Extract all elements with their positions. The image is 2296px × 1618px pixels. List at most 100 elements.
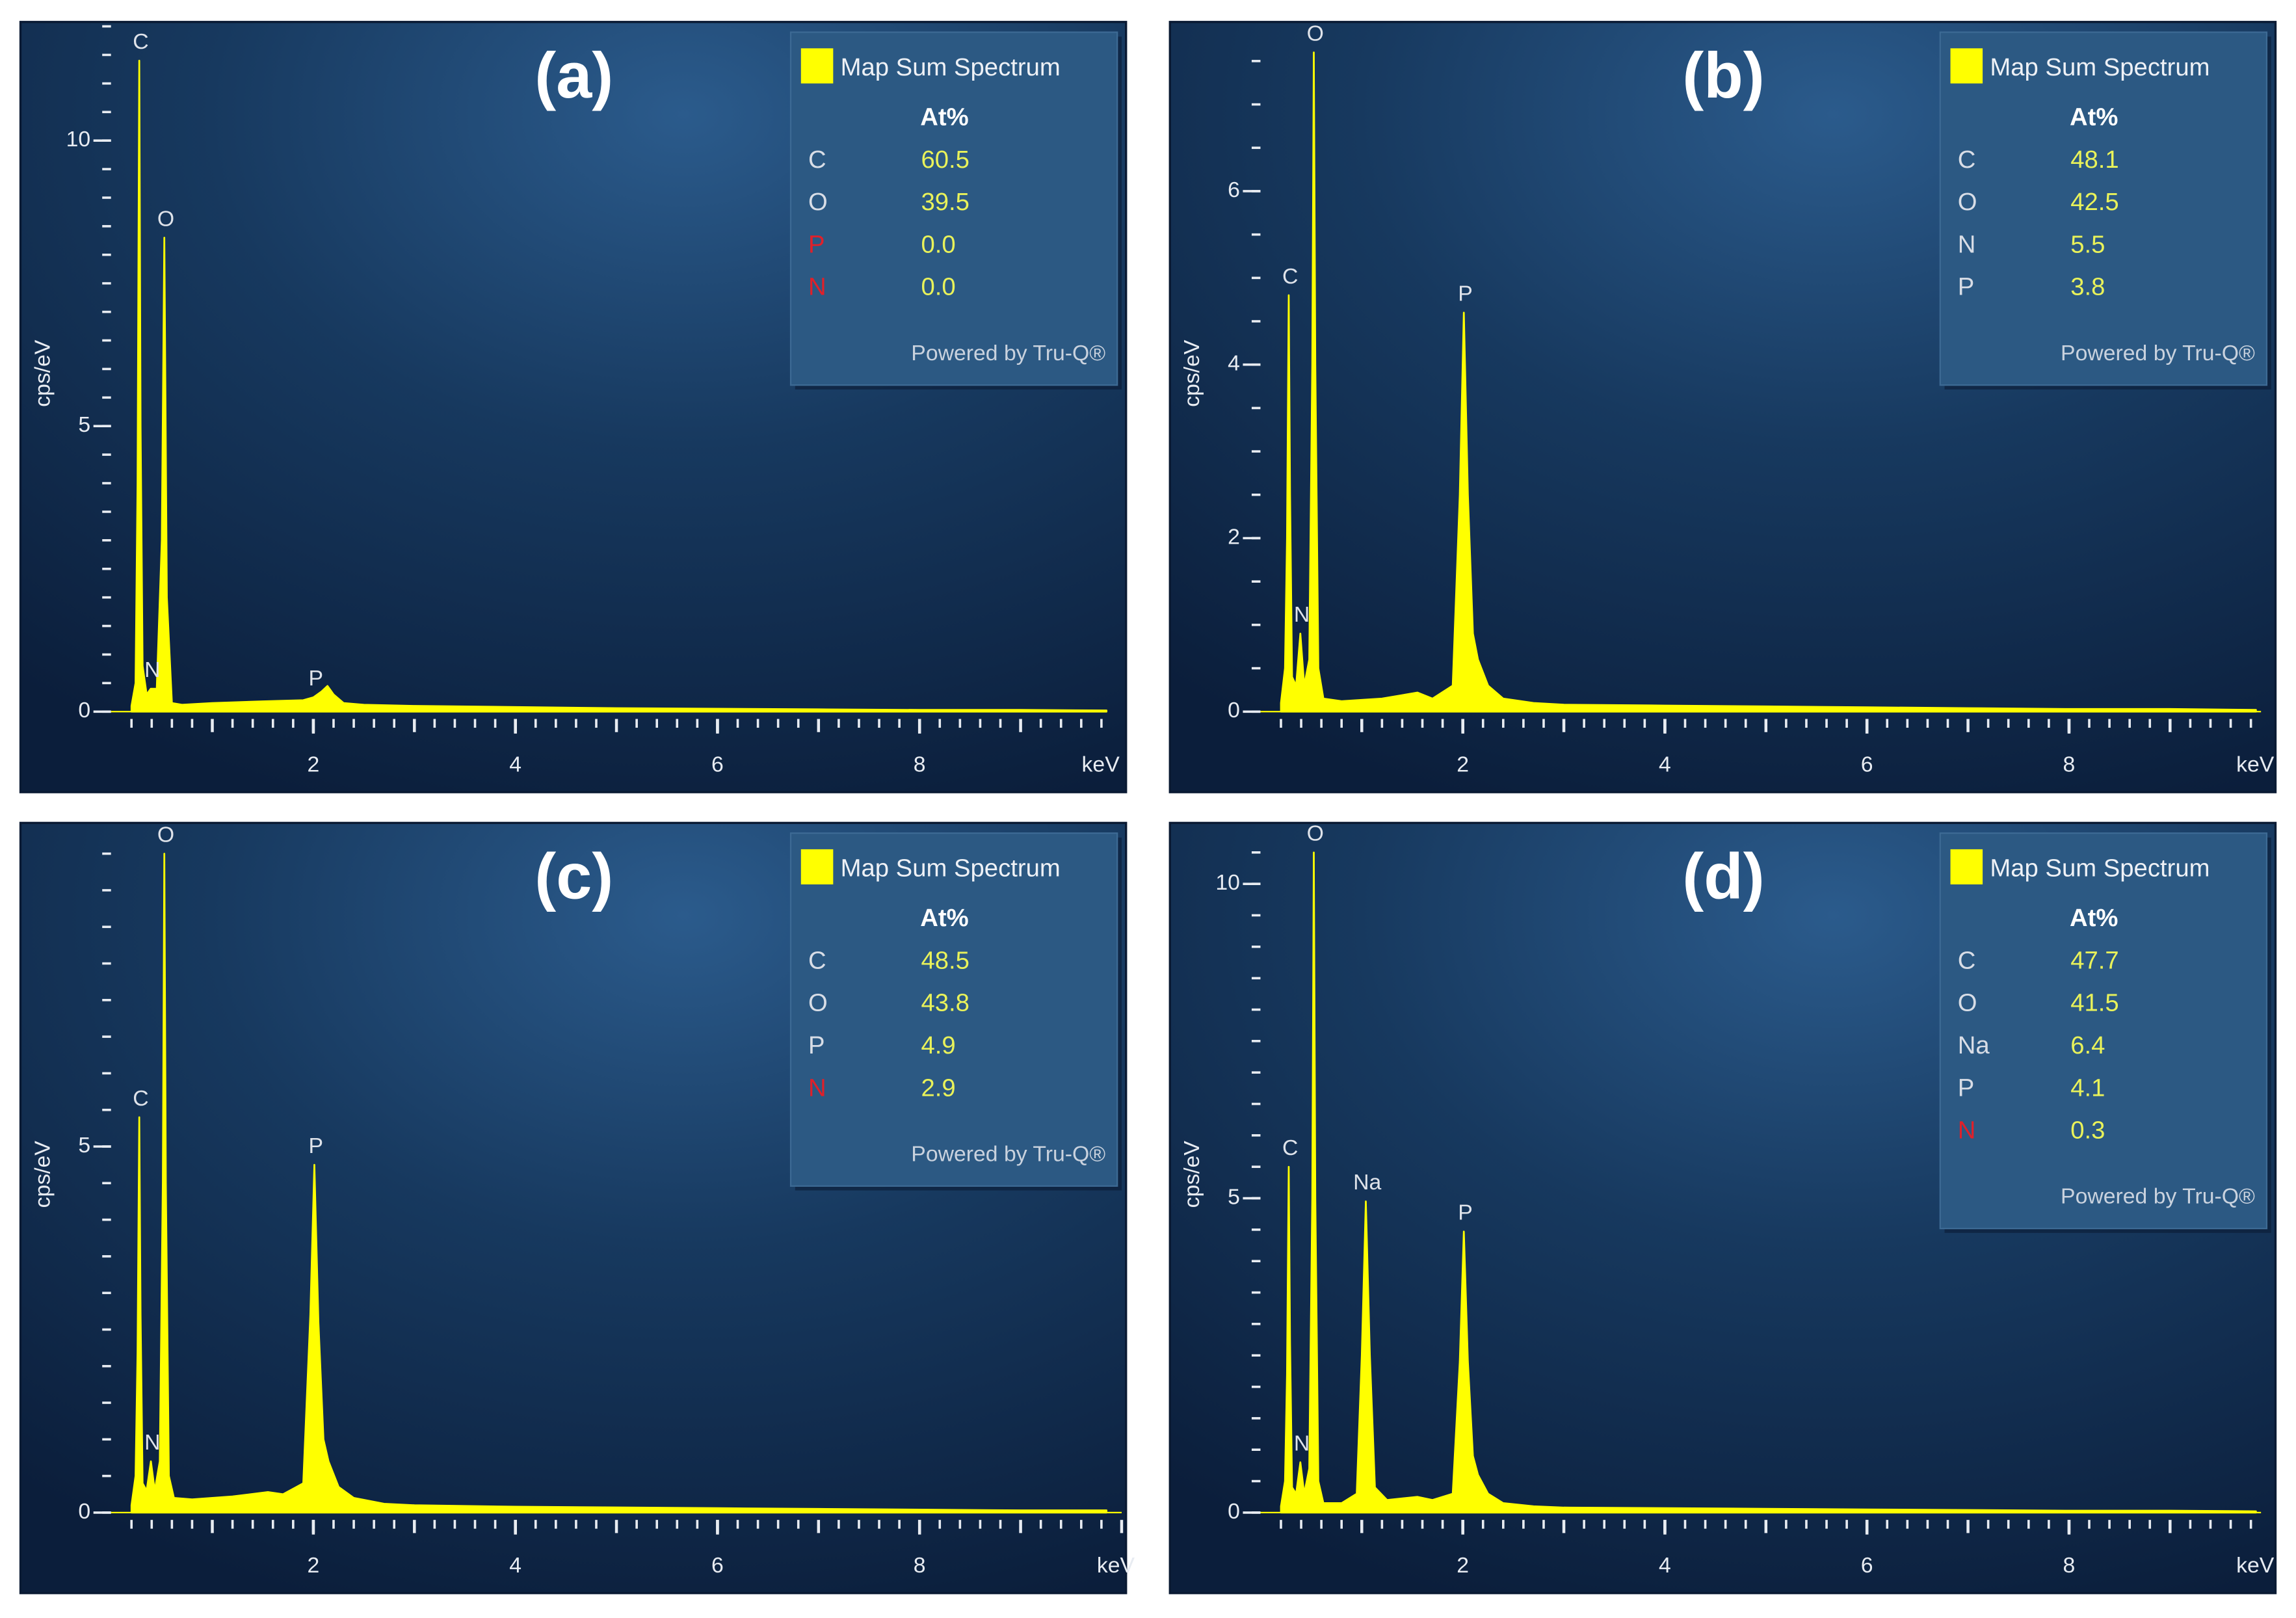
x-tick-label: 2 (308, 1553, 320, 1578)
legend-swatch (800, 48, 834, 84)
element-at-percent: 48.5 (921, 946, 969, 974)
spectrum (1280, 851, 2257, 1514)
legend-footer: Powered by Tru-Q® (911, 1141, 1105, 1166)
legend-footer: Powered by Tru-Q® (911, 341, 1105, 365)
element-name: C (808, 146, 826, 174)
y-tick-label: 0 (1228, 698, 1240, 723)
x-tick-label: 8 (914, 1553, 926, 1578)
element-name: N (808, 1074, 826, 1102)
x-tick-label: 2 (1457, 752, 1469, 777)
element-at-percent: 42.5 (2070, 188, 2118, 216)
element-name: C (1958, 946, 1976, 974)
x-tick-label: 8 (2063, 1553, 2076, 1578)
element-name: N (1958, 230, 1976, 258)
panel-title: (d) (1682, 840, 1765, 912)
y-tick-label: 10 (1215, 870, 1240, 895)
table-header: At% (2070, 103, 2118, 131)
peak-label: N (144, 1430, 160, 1455)
legend-footer: Powered by Tru-Q® (2061, 1184, 2255, 1209)
x-tick-label: 6 (711, 752, 724, 777)
element-name: P (808, 230, 825, 258)
x-axis-label: keV (2236, 752, 2275, 777)
peak-label: O (1307, 21, 1324, 46)
peak-label: Na (1353, 1170, 1381, 1195)
element-at-percent: 6.4 (2070, 1031, 2105, 1059)
spectrum (1280, 51, 2257, 713)
element-at-percent: 3.8 (2070, 273, 2105, 301)
y-tick-label: 10 (66, 127, 91, 152)
y-tick-label: 5 (78, 1133, 90, 1158)
x-axis-label: keV (1082, 752, 1120, 777)
element-at-percent: 0.0 (921, 230, 955, 258)
element-name: C (1958, 146, 1976, 174)
x-tick-label: 2 (1457, 1553, 1469, 1578)
peak-label: O (157, 823, 174, 847)
element-name: O (1958, 188, 1977, 216)
legend-box (789, 31, 1118, 386)
x-tick-label: 4 (1659, 1553, 1671, 1578)
x-tick-label: 4 (509, 752, 521, 777)
element-at-percent: 39.5 (921, 188, 969, 216)
table-header: At% (2070, 904, 2118, 932)
panel-title: (b) (1682, 39, 1765, 111)
y-tick-label: 2 (1228, 524, 1240, 549)
element-at-percent: 0.3 (2070, 1117, 2105, 1145)
element-at-percent: 48.1 (2070, 146, 2118, 174)
element-at-percent: 4.1 (2070, 1074, 2105, 1102)
element-at-percent: 0.0 (921, 273, 955, 301)
peak-label: C (1282, 1135, 1298, 1160)
element-at-percent: 60.5 (921, 146, 969, 174)
peak-label: P (308, 666, 323, 691)
legend-label: Map Sum Spectrum (841, 53, 1061, 81)
panel-title: (c) (534, 840, 613, 912)
x-tick-label: 6 (1861, 752, 1873, 777)
table-header: At% (920, 103, 968, 131)
element-at-percent: 4.9 (921, 1031, 955, 1059)
element-name: N (808, 273, 826, 301)
peak-label: O (157, 206, 174, 231)
x-tick-label: 8 (914, 752, 926, 777)
legend-footer: Powered by Tru-Q® (2061, 341, 2255, 365)
element-name: O (1958, 989, 1977, 1017)
x-tick-label: 2 (308, 752, 320, 777)
y-tick-label: 5 (78, 412, 90, 437)
x-tick-label: 4 (509, 1553, 521, 1578)
legend-label: Map Sum Spectrum (841, 855, 1061, 882)
y-axis-label: cps/eV (30, 339, 55, 407)
element-at-percent: 5.5 (2070, 230, 2105, 258)
y-axis-label: cps/eV (1180, 1141, 1204, 1208)
y-tick-label: 5 (1228, 1184, 1240, 1209)
peak-label: P (1458, 282, 1473, 306)
spectrum (130, 853, 1108, 1514)
element-name: P (1958, 1074, 1975, 1102)
element-name: Na (1958, 1031, 1990, 1059)
y-tick-label: 4 (1228, 351, 1240, 376)
y-tick-label: 0 (78, 1499, 90, 1524)
element-name: P (808, 1031, 825, 1059)
table-header: At% (920, 904, 968, 932)
x-tick-label: 6 (1861, 1553, 1873, 1578)
peak-label: P (308, 1134, 323, 1158)
legend-box (1939, 832, 2268, 1230)
y-axis-label: cps/eV (1180, 339, 1204, 407)
element-name: O (808, 188, 828, 216)
peak-label: C (133, 29, 148, 54)
element-at-percent: 43.8 (921, 989, 969, 1017)
x-axis-label: keV (1097, 1553, 1135, 1578)
peak-label: N (1294, 602, 1310, 627)
peak-label: P (1458, 1200, 1473, 1225)
element-at-percent: 41.5 (2070, 989, 2118, 1017)
legend-box (789, 832, 1118, 1187)
x-tick-label: 8 (2063, 752, 2076, 777)
legend-swatch (800, 849, 834, 884)
legend-swatch (1950, 48, 1983, 84)
y-tick-label: 6 (1228, 178, 1240, 202)
element-name: O (808, 989, 828, 1017)
peak-label: N (144, 657, 160, 682)
y-axis-label: cps/eV (30, 1141, 55, 1208)
panel-title: (a) (534, 39, 613, 111)
x-axis-label: keV (2236, 1553, 2275, 1578)
x-tick-label: 4 (1659, 752, 1671, 777)
element-name: P (1958, 273, 1975, 301)
